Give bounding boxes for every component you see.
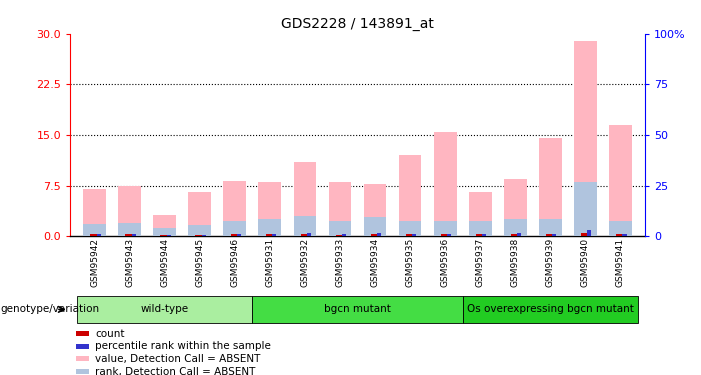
Bar: [196, 235, 204, 236]
Bar: [406, 234, 414, 236]
Bar: [377, 233, 381, 236]
Bar: [552, 234, 557, 236]
Text: GSM95932: GSM95932: [301, 238, 309, 287]
Bar: [539, 219, 562, 236]
Bar: [76, 331, 89, 336]
Bar: [609, 125, 632, 236]
Text: GSM95936: GSM95936: [441, 238, 449, 287]
Text: GSM95937: GSM95937: [476, 238, 484, 287]
Bar: [616, 234, 625, 236]
Bar: [118, 223, 141, 236]
Bar: [125, 234, 134, 236]
Bar: [118, 186, 141, 236]
Bar: [189, 225, 211, 236]
Bar: [307, 233, 311, 236]
Text: GSM95931: GSM95931: [266, 238, 274, 287]
Bar: [83, 224, 106, 236]
Bar: [189, 192, 211, 236]
Bar: [83, 189, 106, 236]
Bar: [609, 221, 632, 236]
Text: GSM95933: GSM95933: [336, 238, 344, 287]
Bar: [224, 181, 246, 236]
Text: value, Detection Call = ABSENT: value, Detection Call = ABSENT: [95, 354, 261, 364]
Text: Os overexpressing bgcn mutant: Os overexpressing bgcn mutant: [467, 304, 634, 314]
Bar: [517, 233, 522, 236]
Bar: [441, 234, 449, 236]
Bar: [364, 184, 386, 236]
Bar: [482, 234, 486, 236]
Bar: [237, 234, 241, 236]
Text: wild-type: wild-type: [141, 304, 189, 314]
Bar: [301, 234, 309, 236]
Bar: [329, 221, 351, 236]
Bar: [259, 219, 281, 236]
Bar: [161, 235, 169, 236]
Bar: [90, 234, 99, 236]
Bar: [511, 234, 519, 236]
Bar: [76, 344, 89, 349]
Bar: [336, 235, 344, 236]
Bar: [77, 296, 252, 323]
Text: bgcn mutant: bgcn mutant: [324, 304, 391, 314]
Bar: [294, 216, 316, 236]
Text: GSM95941: GSM95941: [616, 238, 625, 287]
Bar: [574, 40, 597, 236]
Bar: [364, 217, 386, 236]
Text: GSM95946: GSM95946: [231, 238, 239, 287]
Bar: [154, 214, 176, 236]
Text: GSM95940: GSM95940: [581, 238, 590, 287]
Bar: [434, 132, 456, 236]
Text: GSM95934: GSM95934: [371, 238, 379, 287]
Text: count: count: [95, 328, 125, 339]
Bar: [76, 357, 89, 362]
Text: genotype/variation: genotype/variation: [1, 304, 100, 314]
Bar: [581, 233, 590, 236]
Bar: [342, 234, 346, 236]
Bar: [399, 155, 421, 236]
Bar: [294, 162, 316, 236]
Bar: [329, 182, 351, 236]
Text: rank, Detection Call = ABSENT: rank, Detection Call = ABSENT: [95, 367, 255, 375]
Bar: [463, 296, 638, 323]
Text: GSM95938: GSM95938: [511, 238, 519, 287]
Bar: [434, 221, 456, 236]
Text: GSM95935: GSM95935: [406, 238, 414, 287]
Text: GSM95945: GSM95945: [196, 238, 204, 287]
Bar: [504, 219, 526, 236]
Bar: [231, 234, 239, 236]
Bar: [469, 221, 491, 236]
Bar: [371, 234, 379, 236]
Bar: [224, 221, 246, 236]
Bar: [202, 235, 206, 236]
Text: GSM95942: GSM95942: [90, 238, 99, 287]
Bar: [399, 221, 421, 236]
Bar: [574, 182, 597, 236]
Bar: [167, 235, 171, 236]
Bar: [266, 234, 274, 236]
Bar: [76, 369, 89, 374]
Bar: [476, 234, 484, 236]
Title: GDS2228 / 143891_at: GDS2228 / 143891_at: [281, 17, 434, 32]
Bar: [412, 234, 416, 236]
Bar: [587, 230, 592, 236]
Bar: [97, 234, 101, 236]
Text: GSM95944: GSM95944: [161, 238, 169, 287]
Bar: [259, 182, 281, 236]
Text: GSM95939: GSM95939: [546, 238, 554, 287]
Bar: [132, 234, 136, 236]
Bar: [504, 179, 526, 236]
Text: percentile rank within the sample: percentile rank within the sample: [95, 341, 271, 351]
Bar: [622, 234, 627, 236]
Bar: [469, 192, 491, 236]
Bar: [272, 234, 276, 236]
Bar: [154, 228, 176, 236]
Bar: [252, 296, 463, 323]
Bar: [546, 234, 554, 236]
Bar: [539, 138, 562, 236]
Text: GSM95943: GSM95943: [125, 238, 134, 287]
Bar: [447, 234, 451, 236]
